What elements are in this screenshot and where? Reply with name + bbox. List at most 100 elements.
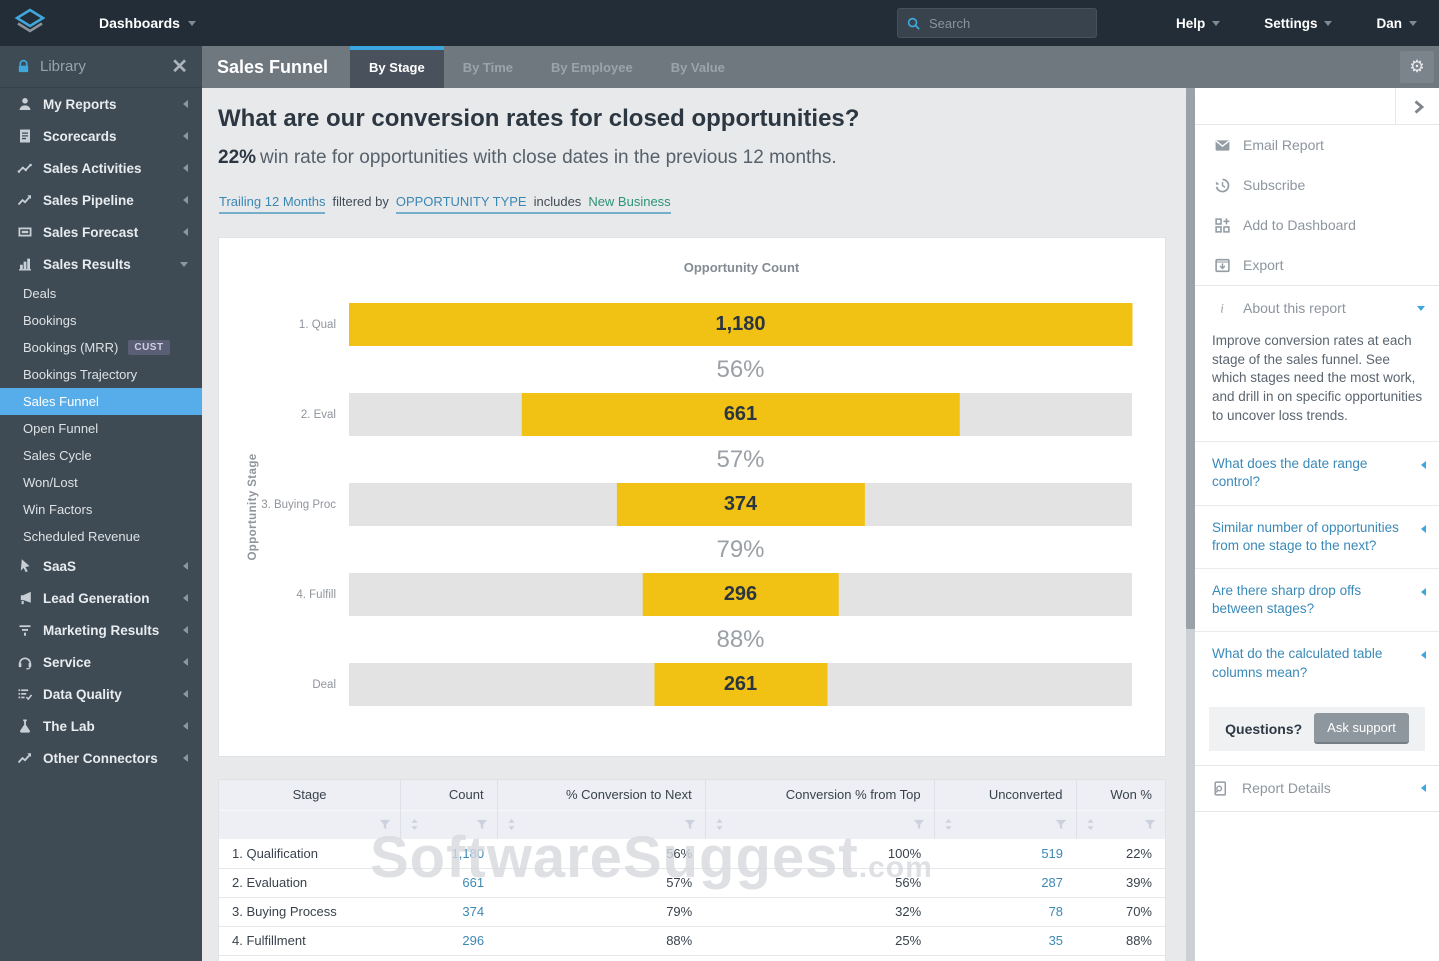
help-link[interactable]: Are there sharp drop offs between stages… bbox=[1195, 568, 1439, 631]
cell-count[interactable]: 374 bbox=[400, 897, 498, 927]
sort-arrows-icon[interactable] bbox=[1086, 819, 1095, 831]
opportunity-type-filter[interactable]: OPPORTUNITY TYPE includes New Business bbox=[395, 194, 671, 214]
subscribe-button[interactable]: Subscribe bbox=[1195, 165, 1439, 205]
sort-arrows-icon[interactable] bbox=[410, 819, 419, 831]
filter-field-label[interactable]: OPPORTUNITY TYPE bbox=[395, 194, 527, 209]
sort-arrows-icon[interactable] bbox=[507, 819, 516, 831]
cell-unconverted[interactable]: 287 bbox=[934, 868, 1077, 898]
add-to-dashboard-button[interactable]: Add to Dashboard bbox=[1195, 205, 1439, 245]
filter-funnel-icon[interactable] bbox=[379, 819, 391, 830]
report-details-label: Report Details bbox=[1242, 780, 1331, 797]
sidebar-item-the-lab[interactable]: The Lab bbox=[0, 710, 202, 742]
column-header-conversion-from-top[interactable]: Conversion % from Top bbox=[705, 780, 935, 810]
filter-value-label[interactable]: New Business bbox=[588, 194, 671, 209]
bar-value-label: 261 bbox=[723, 673, 758, 695]
filter-funnel-icon[interactable] bbox=[1144, 819, 1156, 830]
ask-support-button[interactable]: Ask support bbox=[1314, 713, 1409, 745]
sidebar-item-marketing-results[interactable]: Marketing Results bbox=[0, 614, 202, 646]
headset-icon bbox=[18, 657, 32, 670]
filter-funnel-icon[interactable] bbox=[476, 819, 488, 830]
sidebar-item-sales-pipeline[interactable]: Sales Pipeline bbox=[0, 184, 202, 216]
sidebar-item-sales-forecast[interactable]: Sales Forecast bbox=[0, 216, 202, 248]
sidebar-subitem-label: Scheduled Revenue bbox=[23, 529, 141, 544]
sidebar-item-other-connectors[interactable]: Other Connectors bbox=[0, 742, 202, 774]
sidebar-item-service[interactable]: Service bbox=[0, 646, 202, 678]
results-icon bbox=[19, 258, 31, 271]
sidebar-subitem-sales-funnel[interactable]: Sales Funnel bbox=[0, 388, 202, 415]
tab-by-value[interactable]: By Value bbox=[670, 59, 725, 75]
user-icon bbox=[19, 98, 31, 110]
help-menu[interactable]: Help bbox=[1176, 16, 1221, 31]
cell-conversion-from-top: 56% bbox=[705, 868, 935, 898]
sidebar-item-sales-activities[interactable]: Sales Activities bbox=[0, 152, 202, 184]
tab-by-employee[interactable]: By Employee bbox=[551, 59, 633, 75]
column-header-stage[interactable]: Stage bbox=[219, 780, 402, 810]
info-icon: i bbox=[1214, 300, 1232, 316]
tab-by-stage[interactable]: By Stage bbox=[350, 46, 444, 88]
funnel-bar-1-qual[interactable]: 1. Qual 1,180 bbox=[299, 303, 1132, 346]
help-link[interactable]: What does the date range control? bbox=[1195, 441, 1439, 504]
funnel-bar-4-fulfill[interactable]: 4. Fulfill 296 bbox=[296, 573, 1132, 616]
sidebar-item-lead-generation[interactable]: Lead Generation bbox=[0, 582, 202, 614]
sidebar-subitem-bookings[interactable]: Bookings bbox=[0, 307, 202, 334]
export-button[interactable]: Export bbox=[1195, 245, 1439, 285]
sidebar-item-scorecards[interactable]: Scorecards bbox=[0, 120, 202, 152]
filter-funnel-icon[interactable] bbox=[913, 819, 925, 830]
gear-icon[interactable]: ⚙ bbox=[1400, 51, 1434, 83]
search-input[interactable] bbox=[929, 15, 1079, 31]
sidebar-subitem-win-factors[interactable]: Win Factors bbox=[0, 496, 202, 523]
help-link[interactable]: What do the calculated table columns mea… bbox=[1195, 631, 1439, 694]
search-box[interactable] bbox=[897, 8, 1097, 38]
chevron-down-icon bbox=[187, 20, 196, 26]
cell-count[interactable]: 1,180 bbox=[400, 839, 498, 869]
stage-label: 1. Qual bbox=[298, 318, 336, 331]
dashboards-menu[interactable]: Dashboards bbox=[99, 15, 196, 31]
sidebar-item-my-reports[interactable]: My Reports bbox=[0, 88, 202, 120]
sidebar-subitem-deals[interactable]: Deals bbox=[0, 280, 202, 307]
settings-menu[interactable]: Settings bbox=[1264, 16, 1333, 31]
cell-unconverted[interactable]: 35 bbox=[934, 926, 1077, 956]
report-details-toggle[interactable]: Report Details bbox=[1195, 766, 1439, 812]
collapse-panel-button[interactable] bbox=[1395, 88, 1439, 125]
column-header-won-[interactable]: Won % bbox=[1076, 780, 1165, 810]
sidebar-item-sales-results[interactable]: Sales Results bbox=[0, 248, 202, 280]
cell-count[interactable]: 296 bbox=[400, 926, 498, 956]
column-header-unconverted[interactable]: Unconverted bbox=[934, 780, 1077, 810]
vertical-scrollbar[interactable] bbox=[1186, 88, 1195, 961]
cell-unconverted[interactable]: 519 bbox=[934, 839, 1077, 869]
sidebar-subitem-bookings-mrr-[interactable]: Bookings (MRR) CUST bbox=[0, 334, 202, 361]
sidebar-subitem-open-funnel[interactable]: Open Funnel bbox=[0, 415, 202, 442]
filter-funnel-icon[interactable] bbox=[1055, 819, 1067, 830]
chevron-left-icon bbox=[1421, 784, 1426, 793]
date-range-filter[interactable]: Trailing 12 Months bbox=[219, 194, 326, 214]
filter-funnel-icon[interactable] bbox=[684, 819, 696, 830]
cell-count[interactable]: 661 bbox=[400, 868, 498, 898]
sidebar-item-data-quality[interactable]: Data Quality bbox=[0, 678, 202, 710]
sidebar-item-label: SaaS bbox=[43, 558, 77, 574]
email-report-button[interactable]: Email Report bbox=[1195, 125, 1439, 165]
action-label: Email Report bbox=[1243, 137, 1324, 153]
chevron-left-icon bbox=[183, 754, 188, 762]
sidebar-subitem-scheduled-revenue[interactable]: Scheduled Revenue bbox=[0, 523, 202, 550]
help-link[interactable]: Similar number of opportunities from one… bbox=[1195, 504, 1439, 568]
column-header-count[interactable]: Count bbox=[400, 780, 498, 810]
sort-arrows-icon[interactable] bbox=[944, 819, 953, 831]
sidebar-item-saas[interactable]: SaaS bbox=[0, 550, 202, 582]
tab-by-time[interactable]: By Time bbox=[462, 59, 514, 75]
funnel-bar-2-eval[interactable]: 2. Eval 661 bbox=[301, 393, 1132, 436]
funnel-bar-3-buying-proc[interactable]: 3. Buying Proc 374 bbox=[261, 483, 1132, 526]
cell-unconverted[interactable]: 78 bbox=[934, 897, 1077, 927]
column-header--conversion-to-next[interactable]: % Conversion to Next bbox=[497, 780, 706, 810]
app-logo-icon[interactable] bbox=[13, 6, 47, 40]
user-menu[interactable]: Dan bbox=[1376, 16, 1417, 31]
cell--conversion-to-next: 57% bbox=[497, 868, 706, 898]
funnel-bar-deal[interactable]: Deal 261 bbox=[312, 663, 1132, 706]
sidebar-subitem-sales-cycle[interactable]: Sales Cycle bbox=[0, 442, 202, 469]
scrollbar-thumb[interactable] bbox=[1186, 88, 1195, 630]
sort-arrows-icon[interactable] bbox=[715, 819, 724, 831]
close-icon[interactable]: ✕ bbox=[171, 55, 188, 78]
about-this-report-toggle[interactable]: i About this report bbox=[1195, 286, 1439, 330]
sidebar-subitem-won-lost[interactable]: Won/Lost bbox=[0, 469, 202, 496]
sidebar-subitem-bookings-trajectory[interactable]: Bookings Trajectory bbox=[0, 361, 202, 388]
bar-value-label: 374 bbox=[723, 493, 758, 515]
